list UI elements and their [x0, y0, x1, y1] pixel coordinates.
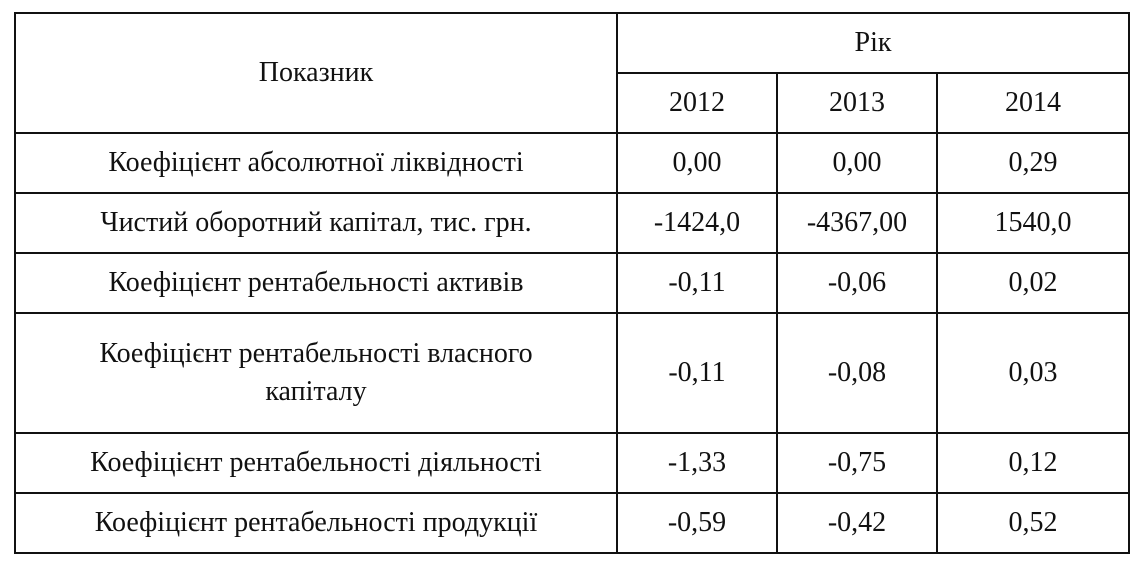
row-label: Коефіцієнт рентабельності власного капіта…	[14, 312, 618, 434]
row-label: Коефіцієнт рентабельності продукції	[14, 492, 618, 554]
value-cell: 1540,0	[935, 192, 1131, 254]
table-row: Коефіцієнт рентабельності власного капіта…	[14, 312, 1131, 434]
year-header-2013: 2013	[776, 72, 938, 134]
row-label: Коефіцієнт рентабельності діяльності	[14, 432, 618, 494]
value-cell: -0,11	[616, 312, 778, 434]
value-cell: -4367,00	[776, 192, 938, 254]
table-row: Чистий оборотний капітал, тис. грн. -142…	[14, 192, 1131, 254]
value-cell: -0,75	[776, 432, 938, 494]
value-cell: 0,00	[776, 132, 938, 194]
year-group-header: Рік	[615, 12, 1131, 74]
table-row: Коефіцієнт абсолютної ліквідності 0,00 0…	[14, 132, 1131, 194]
value-cell: 0,12	[935, 432, 1131, 494]
table-row: Коефіцієнт рентабельності активів -0,11 …	[14, 252, 1131, 314]
row-label: Чистий оборотний капітал, тис. грн.	[14, 192, 618, 254]
value-cell: -0,42	[776, 492, 938, 554]
financial-indicators-table: Показник Рік 2012 2013 2014 Коефіцієнт а…	[14, 12, 1131, 554]
year-header-2012: 2012	[616, 72, 778, 134]
value-cell: 0,52	[935, 492, 1131, 554]
row-label: Коефіцієнт рентабельності активів	[14, 252, 618, 314]
value-cell: 0,02	[935, 252, 1131, 314]
value-cell: -0,11	[616, 252, 778, 314]
value-cell: 0,00	[616, 132, 778, 194]
year-header-2014: 2014	[935, 72, 1131, 134]
indicator-header: Показник	[14, 12, 618, 134]
table-row: Коефіцієнт рентабельності продукції -0,5…	[14, 492, 1131, 554]
table-years-row: 2012 2013 2014	[15, 72, 1131, 134]
row-label: Коефіцієнт абсолютної ліквідності	[14, 132, 618, 194]
value-cell: -1424,0	[616, 192, 778, 254]
table-row: Коефіцієнт рентабельності діяльності -1,…	[14, 432, 1131, 494]
value-cell: -1,33	[616, 432, 778, 494]
row-label-line-1: Коефіцієнт рентабельності власного	[99, 338, 533, 369]
value-cell: 0,03	[935, 312, 1131, 434]
value-cell: -0,06	[776, 252, 938, 314]
value-cell: 0,29	[935, 132, 1131, 194]
row-label-line-2: капіталу	[265, 376, 367, 407]
value-cell: -0,08	[776, 312, 938, 434]
table-header-row: Показник Рік	[14, 12, 1131, 134]
value-cell: -0,59	[616, 492, 778, 554]
